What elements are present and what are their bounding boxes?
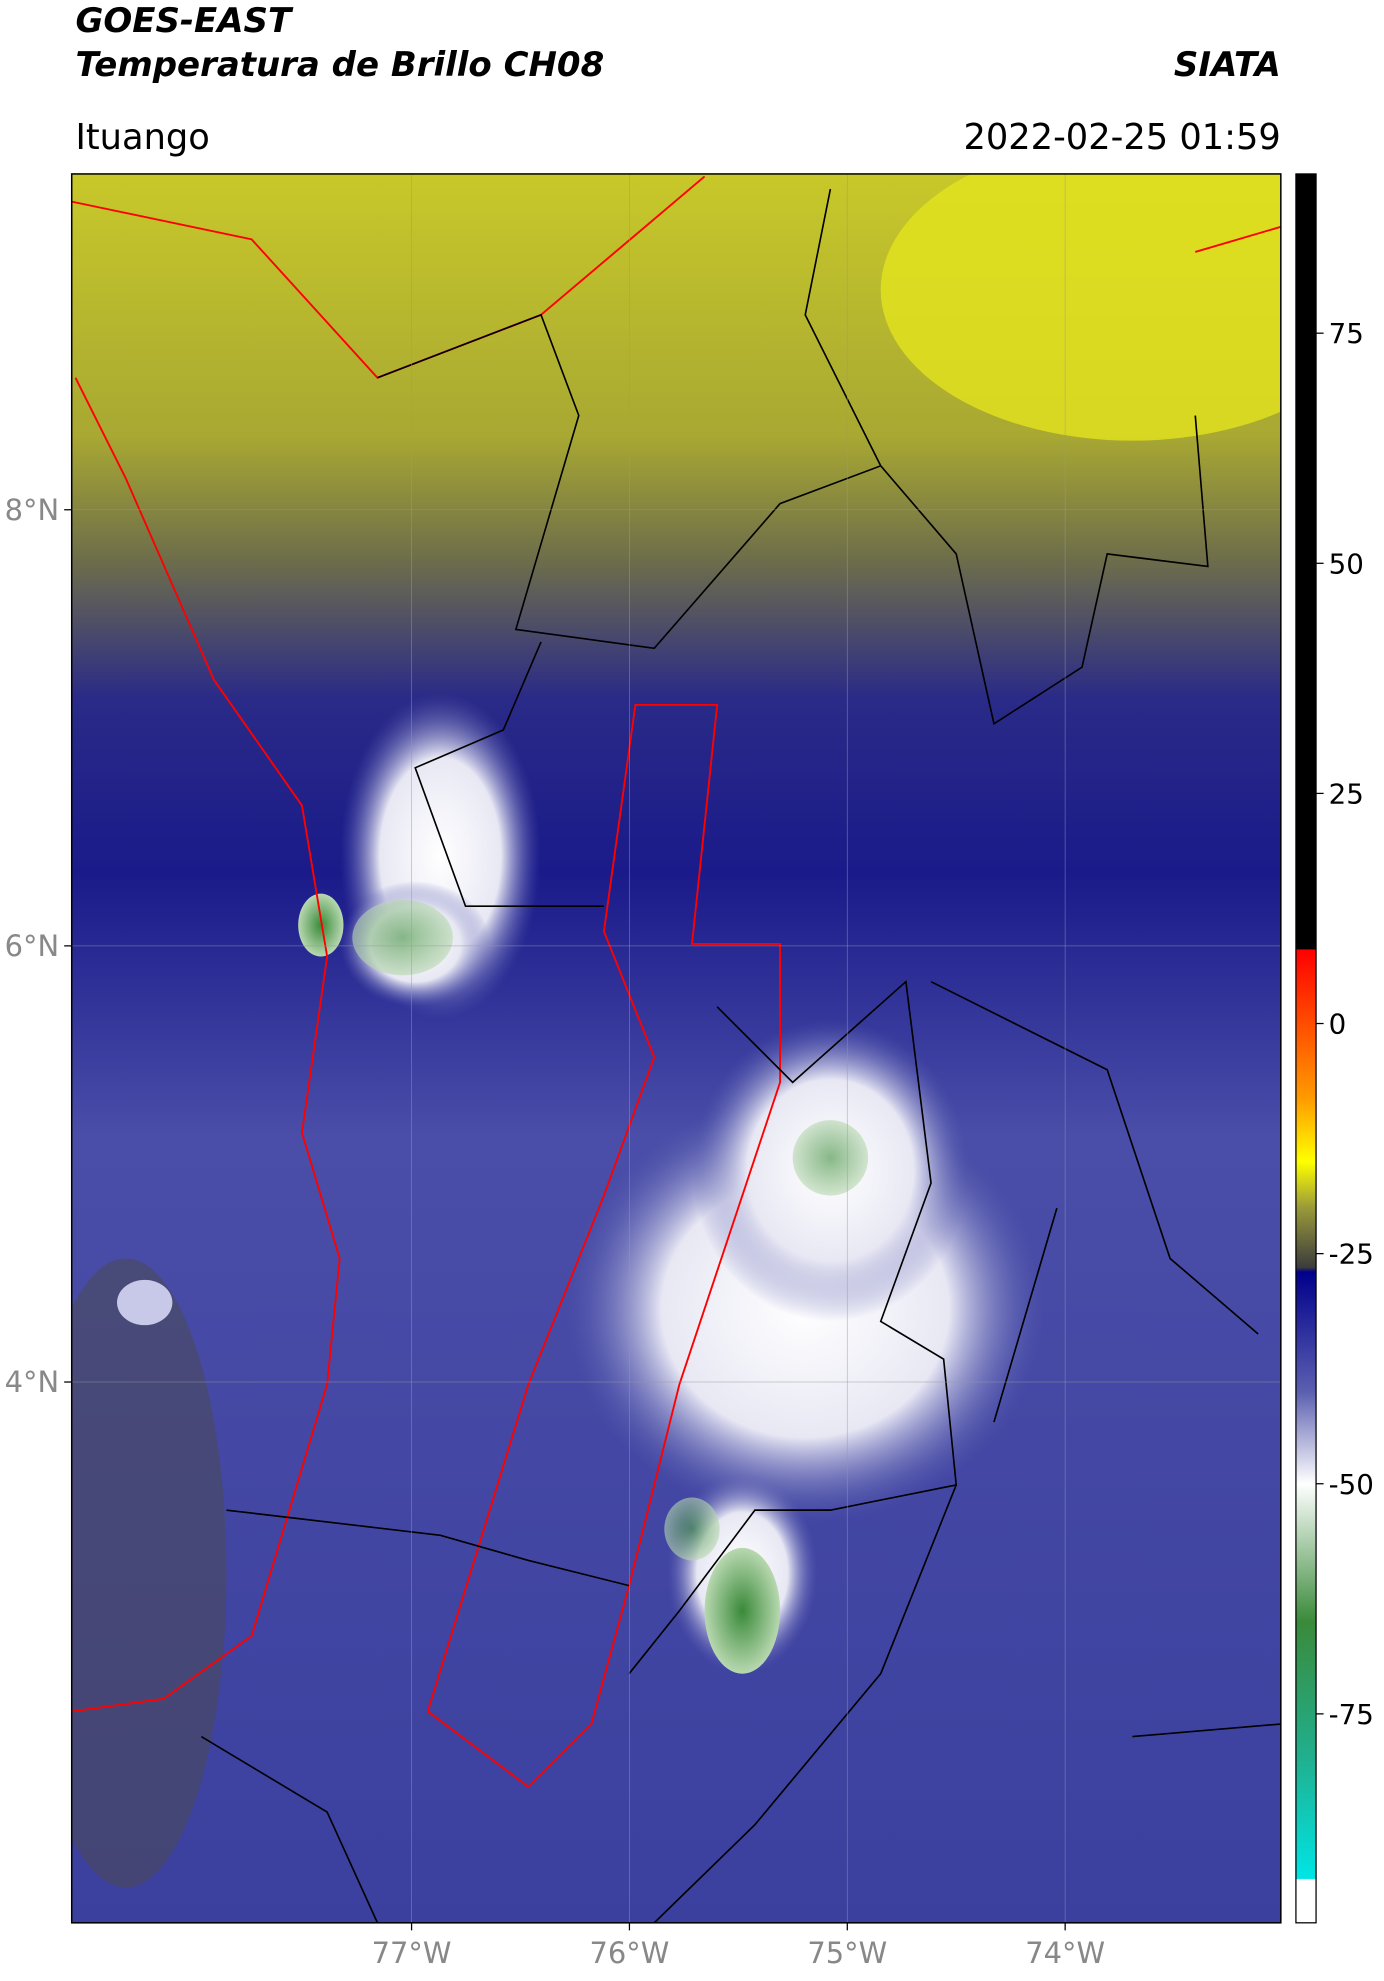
location: Ituango: [75, 117, 209, 158]
map-image: [71, 173, 1281, 1923]
lon-tick-label: 74°W: [1025, 1936, 1105, 1970]
graticule: [64, 173, 1281, 1931]
colorbar-tick-label: 50: [1329, 547, 1364, 580]
colorbar-tick-label: 0: [1329, 1008, 1347, 1041]
colorbar-tick-label: 25: [1329, 777, 1364, 810]
colorbar: [1295, 173, 1317, 1924]
colorbar-tick-label: -50: [1329, 1468, 1374, 1501]
lon-tick-label: 77°W: [372, 1936, 452, 1970]
lon-tick-label: 75°W: [807, 1936, 887, 1970]
lat-tick-label: 4°N: [5, 1365, 60, 1399]
lon-tick-label: 76°W: [589, 1936, 669, 1970]
lat-tick-label: 6°N: [5, 929, 60, 963]
agency: SIATA: [1174, 45, 1281, 85]
colorbar-tick-label: 75: [1329, 317, 1364, 350]
colorbar-tick-label: -75: [1329, 1698, 1374, 1731]
title: GOES-EAST: [75, 1, 293, 41]
title: Temperatura de Brillo CH08: [75, 45, 604, 85]
map-frame: [70, 173, 1282, 1924]
datetime: 2022-02-25 01:59: [963, 117, 1280, 158]
colorbar-tick-label: -25: [1329, 1238, 1374, 1271]
lat-tick-label: 8°N: [5, 493, 60, 527]
